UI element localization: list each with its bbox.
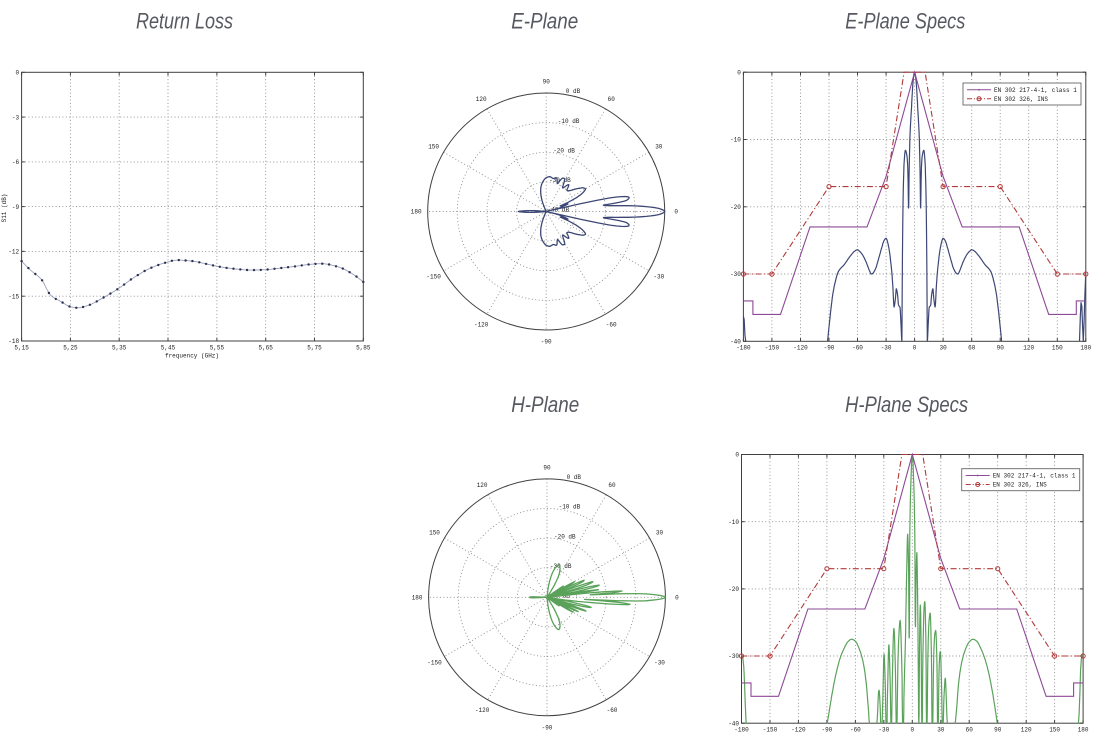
svg-text:5,45: 5,45 xyxy=(161,344,176,351)
svg-text:150: 150 xyxy=(1052,345,1063,352)
svg-text:-20: -20 xyxy=(730,204,741,211)
svg-text:0: 0 xyxy=(910,727,914,734)
svg-text:H-Plane Specs: H-Plane Specs xyxy=(845,392,968,417)
svg-text:-30: -30 xyxy=(730,271,741,278)
svg-text:-60: -60 xyxy=(850,727,861,734)
svg-text:60: 60 xyxy=(608,96,616,103)
svg-text:-30: -30 xyxy=(881,345,892,352)
svg-text:Return Loss: Return Loss xyxy=(136,9,233,34)
svg-text:-30: -30 xyxy=(728,653,739,660)
svg-text:-180: -180 xyxy=(736,345,751,352)
svg-text:-180: -180 xyxy=(734,727,749,734)
svg-text:5,25: 5,25 xyxy=(63,344,78,351)
svg-text:30: 30 xyxy=(939,345,947,352)
svg-text:90: 90 xyxy=(543,465,551,472)
svg-text:-60: -60 xyxy=(606,321,617,328)
svg-text:0: 0 xyxy=(913,345,917,352)
svg-text:-10: -10 xyxy=(730,137,741,144)
svg-text:0: 0 xyxy=(737,69,741,76)
svg-text:120: 120 xyxy=(1023,345,1034,352)
svg-text:S11 (dB): S11 (dB) xyxy=(1,194,8,223)
svg-text:60: 60 xyxy=(966,727,974,734)
svg-text:90: 90 xyxy=(543,79,551,86)
svg-text:60: 60 xyxy=(608,482,616,489)
svg-text:5,65: 5,65 xyxy=(258,344,273,351)
svg-text:120: 120 xyxy=(476,96,487,103)
svg-text:EN 302 217-4-1, class 1: EN 302 217-4-1, class 1 xyxy=(993,473,1076,480)
svg-text:-6: -6 xyxy=(12,159,20,166)
svg-text:60: 60 xyxy=(968,345,976,352)
svg-text:-18: -18 xyxy=(8,338,19,345)
svg-text:-120: -120 xyxy=(793,345,808,352)
svg-text:90: 90 xyxy=(994,727,1002,734)
svg-text:-120: -120 xyxy=(791,727,806,734)
svg-text:-40: -40 xyxy=(730,339,741,346)
svg-text:-150: -150 xyxy=(763,727,778,734)
svg-text:0 dB: 0 dB xyxy=(567,474,582,481)
svg-text:0: 0 xyxy=(674,209,678,216)
svg-text:150: 150 xyxy=(429,530,440,537)
svg-text:-30 dB: -30 dB xyxy=(550,563,572,570)
svg-text:frequency (GHz): frequency (GHz) xyxy=(165,353,219,360)
svg-text:-12: -12 xyxy=(8,249,19,256)
svg-text:-60: -60 xyxy=(607,707,618,714)
svg-text:E-Plane Specs: E-Plane Specs xyxy=(845,9,965,34)
svg-text:-3: -3 xyxy=(12,114,20,121)
svg-text:30: 30 xyxy=(655,144,663,151)
svg-text:-10: -10 xyxy=(728,519,739,526)
svg-text:180: 180 xyxy=(1078,727,1089,734)
svg-text:5,75: 5,75 xyxy=(307,344,322,351)
svg-text:5,85: 5,85 xyxy=(356,344,371,351)
svg-text:0: 0 xyxy=(675,595,679,602)
svg-text:120: 120 xyxy=(477,482,488,489)
svg-text:-20: -20 xyxy=(728,586,739,593)
svg-text:E-Plane: E-Plane xyxy=(511,9,578,34)
svg-text:-40: -40 xyxy=(728,720,739,727)
svg-text:150: 150 xyxy=(1049,727,1060,734)
svg-text:180: 180 xyxy=(1080,345,1091,352)
svg-text:180: 180 xyxy=(412,595,423,602)
svg-text:EN 302 326, INS: EN 302 326, INS xyxy=(993,482,1047,489)
svg-text:-90: -90 xyxy=(821,727,832,734)
svg-text:5,35: 5,35 xyxy=(112,344,127,351)
svg-text:-10 dB: -10 dB xyxy=(559,504,581,511)
svg-text:150: 150 xyxy=(428,144,439,151)
svg-text:-9: -9 xyxy=(12,204,20,211)
svg-text:-20 dB: -20 dB xyxy=(553,147,575,154)
svg-text:-40 dB: -40 dB xyxy=(548,207,570,214)
svg-text:-30: -30 xyxy=(653,274,664,281)
svg-text:H-Plane: H-Plane xyxy=(511,392,579,417)
svg-text:180: 180 xyxy=(411,209,422,216)
svg-text:30: 30 xyxy=(656,530,664,537)
svg-text:0: 0 xyxy=(735,452,739,459)
svg-text:-150: -150 xyxy=(427,660,442,667)
svg-text:-120: -120 xyxy=(474,321,489,328)
svg-text:-60: -60 xyxy=(852,345,863,352)
svg-text:-15: -15 xyxy=(8,293,19,300)
svg-text:EN 302 326, INS: EN 302 326, INS xyxy=(994,96,1048,103)
svg-text:0 dB: 0 dB xyxy=(566,88,581,95)
svg-text:0: 0 xyxy=(15,70,19,77)
svg-text:-150: -150 xyxy=(765,345,780,352)
svg-text:-30: -30 xyxy=(878,727,889,734)
svg-text:120: 120 xyxy=(1021,727,1032,734)
svg-text:-20 dB: -20 dB xyxy=(554,533,576,540)
svg-text:-90: -90 xyxy=(542,724,553,731)
svg-text:-150: -150 xyxy=(426,274,441,281)
svg-text:-90: -90 xyxy=(824,345,835,352)
svg-text:5,15: 5,15 xyxy=(14,344,29,351)
svg-text:30: 30 xyxy=(937,727,945,734)
svg-text:EN 302 217-4-1, class 1: EN 302 217-4-1, class 1 xyxy=(994,87,1077,94)
svg-text:-120: -120 xyxy=(475,707,490,714)
svg-text:-10 dB: -10 dB xyxy=(558,118,580,125)
svg-text:-90: -90 xyxy=(541,339,552,346)
svg-text:-30: -30 xyxy=(654,660,665,667)
svg-text:90: 90 xyxy=(997,345,1005,352)
svg-text:5,55: 5,55 xyxy=(210,344,225,351)
